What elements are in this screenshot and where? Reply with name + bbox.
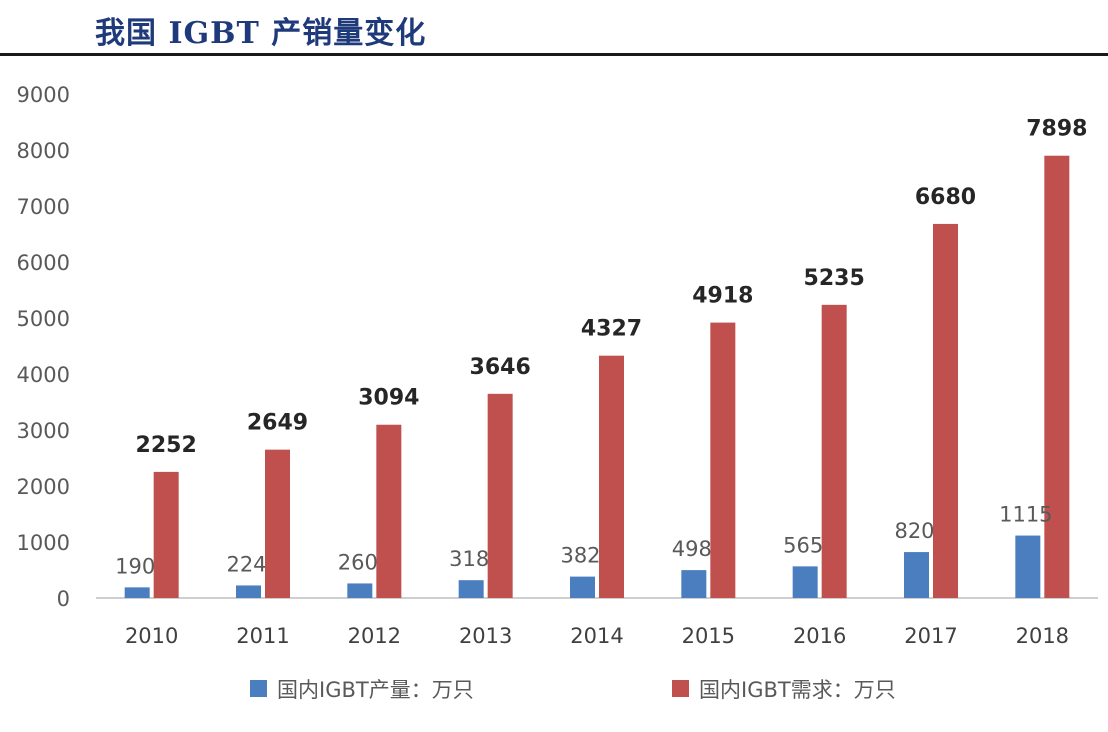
production-bar <box>236 585 261 598</box>
y-tick-label: 8000 <box>17 139 70 163</box>
y-tick-label: 3000 <box>17 419 70 443</box>
production-value-label: 318 <box>449 547 489 571</box>
demand-value-label: 3094 <box>358 386 419 411</box>
page-title: 我国 IGBT 产销量变化 <box>95 16 427 51</box>
x-category-label: 2017 <box>904 624 957 648</box>
x-category-label: 2014 <box>570 624 623 648</box>
demand-value-label: 4327 <box>581 317 642 342</box>
x-category-label: 2013 <box>459 624 512 648</box>
production-value-label: 190 <box>115 554 155 578</box>
production-value-label: 565 <box>783 533 823 557</box>
production-value-label: 820 <box>894 519 934 543</box>
demand-value-label: 5235 <box>804 266 865 291</box>
title-divider <box>0 53 1108 56</box>
demand-value-label: 4918 <box>692 284 753 309</box>
legend-label: 国内IGBT产量：万只 <box>277 678 474 702</box>
production-value-label: 382 <box>560 544 600 568</box>
legend-label: 国内IGBT需求：万只 <box>699 678 896 702</box>
x-category-label: 2011 <box>236 624 289 648</box>
y-tick-label: 0 <box>57 587 70 611</box>
legend-swatch <box>250 680 267 697</box>
y-tick-label: 4000 <box>17 363 70 387</box>
legend-swatch <box>672 680 689 697</box>
x-category-label: 2018 <box>1016 624 1069 648</box>
demand-bar <box>153 471 179 598</box>
production-bar <box>458 580 484 598</box>
production-bar <box>347 583 373 598</box>
production-value-label: 260 <box>338 550 378 574</box>
demand-bar <box>710 322 736 598</box>
y-tick-label: 1000 <box>17 531 70 555</box>
production-value-label: 498 <box>672 537 712 561</box>
production-bar <box>570 576 595 598</box>
demand-value-label: 2649 <box>247 411 308 436</box>
demand-bar <box>376 424 402 598</box>
y-tick-label: 9000 <box>17 83 70 107</box>
demand-bar <box>265 449 290 598</box>
demand-bar <box>1044 155 1070 598</box>
production-bar <box>1015 535 1041 598</box>
demand-value-label: 7898 <box>1026 117 1087 142</box>
demand-bar <box>487 393 513 598</box>
production-bar <box>792 566 818 598</box>
y-tick-label: 2000 <box>17 475 70 499</box>
production-value-label: 1115 <box>999 503 1052 527</box>
demand-bar <box>821 304 847 598</box>
x-category-label: 2010 <box>125 624 178 648</box>
y-tick-label: 6000 <box>17 251 70 275</box>
demand-value-label: 2252 <box>136 433 197 458</box>
demand-value-label: 3646 <box>470 355 531 380</box>
x-category-label: 2016 <box>793 624 846 648</box>
demand-bar <box>933 223 958 599</box>
demand-value-label: 6680 <box>915 185 976 210</box>
x-category-label: 2015 <box>682 624 735 648</box>
demand-bar <box>599 355 624 598</box>
production-bar <box>124 587 150 598</box>
y-tick-label: 7000 <box>17 195 70 219</box>
y-tick-label: 5000 <box>17 307 70 331</box>
production-bar <box>904 552 929 598</box>
production-value-label: 224 <box>226 552 266 576</box>
x-category-label: 2012 <box>348 624 401 648</box>
production-bar <box>681 570 707 598</box>
